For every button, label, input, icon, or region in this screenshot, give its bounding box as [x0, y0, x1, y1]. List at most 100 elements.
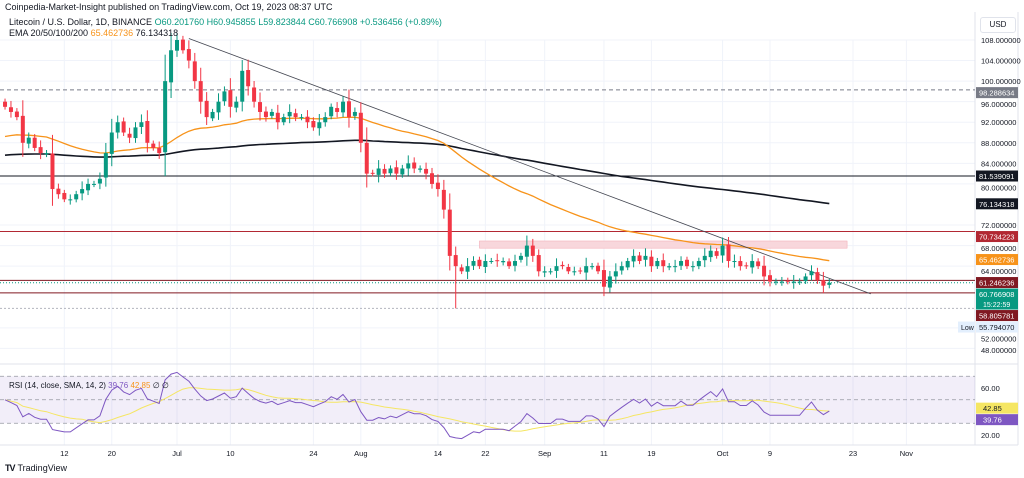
candle-body	[275, 112, 280, 123]
footer-brand[interactable]: TV TradingView	[5, 463, 67, 473]
level-badge-bg	[976, 310, 1018, 322]
candle-body	[637, 255, 642, 262]
trendline	[188, 38, 871, 295]
candle-body	[406, 163, 411, 169]
candle-body	[352, 111, 357, 116]
time-tick-label: Nov	[900, 449, 914, 458]
candle-body	[133, 127, 138, 139]
price-badge-timer: 15:22:59	[983, 302, 1010, 309]
candle-body	[127, 133, 132, 138]
candle-body	[287, 111, 292, 117]
time-tick-label: 10	[226, 449, 234, 458]
time-tick-label: 24	[309, 449, 317, 458]
candle-body	[536, 255, 541, 272]
currency-button[interactable]: USD	[980, 17, 1016, 33]
price-tick-label: 48.000000	[981, 346, 1016, 355]
time-tick-label: Oct	[717, 449, 730, 458]
candle-body	[50, 153, 55, 190]
level-badge: 61.246236	[979, 279, 1014, 288]
brand-name: TradingView	[17, 463, 68, 473]
price-tick-label: 80.000000	[981, 184, 1016, 193]
candle-body	[44, 153, 49, 155]
candle-body	[607, 276, 612, 288]
time-tick-label: 23	[849, 449, 857, 458]
candle-body	[74, 194, 79, 200]
candle-body	[785, 280, 790, 282]
time-tick-label: Aug	[354, 449, 367, 458]
candle-body	[394, 167, 399, 174]
rsi-sma-value: 42.85	[130, 381, 151, 390]
candle-body	[38, 147, 43, 154]
candle-body	[8, 107, 13, 112]
price-badge-bg	[976, 198, 1018, 210]
candle-body	[412, 162, 417, 169]
candle-body	[341, 101, 346, 113]
rsi-tick-label: 20.00	[981, 431, 1000, 440]
candle-body	[655, 261, 660, 267]
candle-body	[518, 255, 523, 260]
candle-body	[376, 168, 381, 175]
candle-body	[631, 255, 636, 262]
ohlc-open: O60.201760	[154, 17, 205, 27]
candle-body	[240, 70, 245, 102]
candle-body	[317, 122, 322, 129]
candle-body	[145, 121, 150, 143]
candle-body	[690, 266, 695, 268]
time-tick-label: Jul	[172, 449, 182, 458]
low-badge-bg	[976, 321, 1018, 333]
candle-body	[346, 101, 351, 118]
ema-legend: EMA 20/50/100/200 65.462736 76.134318	[9, 28, 178, 38]
level-badge-bg	[976, 170, 1018, 182]
candle-body	[86, 183, 91, 191]
candle-body	[578, 270, 583, 272]
candle-body	[542, 271, 547, 273]
price-tick-label: 72.000000	[981, 221, 1016, 230]
price-badge: 60.766908	[979, 290, 1014, 299]
candle-body	[803, 276, 808, 282]
level-badge: 98.288634	[979, 89, 1014, 98]
candle-body	[667, 266, 672, 268]
rsi-badge: 39.76	[983, 416, 1002, 425]
level-badge-bg	[976, 231, 1018, 243]
candle-body	[192, 61, 197, 82]
price-tick-label: 104.000000	[981, 57, 1021, 66]
candle-body	[809, 271, 814, 276]
tradingview-logo-icon: TV	[5, 463, 15, 473]
candle-body	[151, 143, 156, 148]
candle-body	[109, 132, 114, 154]
candle-body	[115, 122, 120, 133]
candle-body	[661, 260, 666, 267]
rsi-line	[4, 371, 830, 440]
candle-body	[679, 261, 684, 266]
candle-body	[186, 49, 191, 61]
candle-body	[744, 265, 749, 267]
candle-body	[613, 271, 618, 277]
ohlc-low: L59.823844	[258, 17, 306, 27]
candle-body	[246, 70, 251, 87]
ohlc-close: C60.766908	[308, 17, 358, 27]
candle-body	[762, 265, 767, 277]
candle-body	[222, 91, 227, 102]
candle-body	[329, 106, 334, 117]
level-badge-bg	[976, 87, 1018, 99]
time-tick-label: 11	[600, 449, 608, 458]
time-tick-label: Sep	[538, 449, 551, 458]
candle-body	[708, 250, 713, 258]
candle-body	[779, 281, 784, 283]
candle-body	[524, 245, 529, 257]
level-badge: 70.734223	[979, 233, 1014, 242]
candle-body	[441, 189, 446, 210]
rsi-tick-label: 60.00	[981, 384, 1000, 393]
candle-body	[228, 90, 233, 107]
candle-body	[827, 282, 832, 285]
candle-body	[32, 137, 37, 148]
time-tick-label: 9	[768, 449, 772, 458]
candle-body	[97, 178, 102, 184]
candle-body	[252, 87, 257, 102]
candle-body	[625, 261, 630, 268]
candle-body	[68, 199, 73, 201]
candle-body	[139, 122, 144, 127]
candle-body	[3, 101, 8, 107]
published-note: Coinpedia-Market-Insight published on Tr…	[5, 2, 333, 12]
